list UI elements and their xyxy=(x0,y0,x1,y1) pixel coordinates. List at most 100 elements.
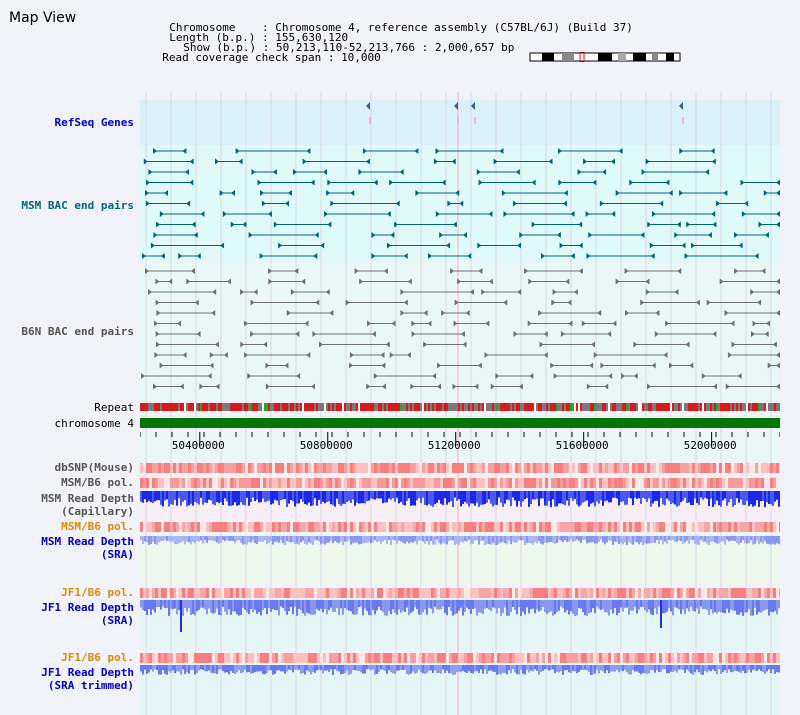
repeat-cell xyxy=(246,403,248,411)
msm-cap-depth-bar xyxy=(266,491,268,502)
pol-cell xyxy=(362,463,365,473)
track-label-jf1-b6-pol-1[interactable]: JF1/B6 pol. xyxy=(61,586,134,599)
track-label-jf1-b6-pol-2[interactable]: JF1/B6 pol. xyxy=(61,651,134,664)
msm-sra-depth-bar xyxy=(184,536,186,545)
pol-cell xyxy=(350,522,353,532)
jf1-trim-depth-bar xyxy=(168,665,170,672)
jf1-sra-depth-bar xyxy=(566,600,568,611)
msm-cap-depth-bar xyxy=(290,491,292,500)
b6n-bac-end xyxy=(190,268,195,274)
pol-cell xyxy=(689,463,692,473)
repeat-cell xyxy=(428,403,430,411)
track-label-msm-bac[interactable]: MSM BAC end pairs xyxy=(21,199,134,212)
track-label-b6n-bac[interactable]: B6N BAC end pairs xyxy=(21,325,134,338)
genome-track-plot[interactable] xyxy=(140,92,780,715)
jf1-sra-depth-spike xyxy=(180,600,182,632)
pol-cell xyxy=(554,463,557,473)
track-label-msm-read-depth-sra[interactable]: MSM Read Depth xyxy=(41,535,134,548)
jf1-trim-depth-bar xyxy=(188,665,190,674)
jf1-sra-depth-bar xyxy=(744,600,746,613)
pol-cell xyxy=(326,653,329,663)
track-label-dbsnp[interactable]: dbSNP(Mouse) xyxy=(54,461,134,474)
jf1-sra-depth-bar xyxy=(330,600,332,608)
pol-cell xyxy=(287,588,290,598)
pol-cell xyxy=(251,522,254,532)
msm-cap-depth-bar xyxy=(586,491,588,501)
pol-cell xyxy=(326,463,329,473)
repeat-cell xyxy=(520,403,522,411)
msm-bac-end xyxy=(196,253,201,259)
track-label-msm-b6-pol-2[interactable]: MSM/B6 pol. xyxy=(61,520,134,533)
msm-sra-depth-bar xyxy=(632,536,634,545)
pol-cell xyxy=(257,463,260,473)
pol-cell xyxy=(203,653,206,663)
track-label-jf1-read-depth-sra[interactable]: JF1 Read Depth xyxy=(41,601,134,614)
msm-cap-depth-bar xyxy=(156,491,158,501)
jf1-trim-depth-bar xyxy=(342,665,344,674)
repeat-cell xyxy=(736,403,738,411)
track-label-msm-b6-pol-1[interactable]: MSM/B6 pol. xyxy=(61,476,134,489)
track-label-jf1-read-depth-trim[interactable]: JF1 Read Depth xyxy=(41,666,134,679)
pol-cell xyxy=(644,653,647,663)
b6n-bac-end xyxy=(294,268,299,274)
pol-cell xyxy=(440,463,443,473)
jf1-sra-depth-bar xyxy=(592,600,594,609)
track-label-msm-read-depth-cap[interactable]: MSM Read Depth xyxy=(41,492,134,505)
pol-cell xyxy=(665,522,668,532)
pol-cell xyxy=(473,478,476,488)
msm-sra-depth-bar xyxy=(250,536,252,543)
msm-sra-depth-bar xyxy=(766,536,768,544)
msm-sra-depth-bar xyxy=(724,536,726,545)
msm-bac-end xyxy=(447,200,452,207)
repeat-cell xyxy=(474,403,476,411)
track-label-refseq[interactable]: RefSeq Genes xyxy=(54,116,134,129)
msm-bac-end xyxy=(427,253,432,259)
msm-bac-end xyxy=(513,200,518,207)
jf1-sra-depth-bar xyxy=(624,600,626,608)
pol-cell xyxy=(494,653,497,663)
repeat-cell xyxy=(640,403,642,411)
jf1-trim-depth-bar xyxy=(592,665,594,675)
track-label-jf1-read-depth-trim-sub: (SRA trimmed) xyxy=(47,679,134,692)
pol-cell xyxy=(377,588,380,598)
pol-cell xyxy=(539,478,542,488)
msm-cap-depth-bar xyxy=(376,491,378,499)
msm-bac-end xyxy=(499,148,504,154)
msm-cap-depth-bar xyxy=(544,491,546,506)
msm-cap-depth-bar xyxy=(310,491,312,506)
jf1-sra-depth-bar xyxy=(392,600,394,610)
pol-cell xyxy=(491,463,494,473)
pol-cell xyxy=(287,463,290,473)
jf1-trim-depth-bar xyxy=(458,665,460,672)
pol-cell xyxy=(629,653,632,663)
jf1-trim-depth-bar xyxy=(482,665,484,674)
pol-cell xyxy=(707,588,710,598)
repeat-cell xyxy=(214,403,216,411)
repeat-cell xyxy=(680,403,682,411)
pol-cell xyxy=(212,653,215,663)
pol-cell xyxy=(152,522,155,532)
pol-cell xyxy=(743,653,746,663)
msm-cap-depth-bar xyxy=(584,491,586,502)
jf1-sra-depth-bar xyxy=(428,600,430,608)
pol-cell xyxy=(653,463,656,473)
pol-cell xyxy=(446,522,449,532)
repeat-cell xyxy=(552,403,554,411)
repeat-cell xyxy=(580,403,582,411)
pol-cell xyxy=(683,588,686,598)
msm-cap-depth-bar xyxy=(166,491,168,500)
jf1-sra-depth-bar xyxy=(676,600,678,609)
pol-cell xyxy=(551,588,554,598)
pol-cell xyxy=(464,588,467,598)
repeat-cell xyxy=(726,403,728,411)
track-area[interactable] xyxy=(140,92,780,715)
msm-cap-depth-bar xyxy=(230,491,232,506)
pol-cell xyxy=(185,478,188,488)
jf1-sra-depth-bar xyxy=(280,600,282,607)
repeat-cell xyxy=(570,403,572,411)
jf1-sra-depth-bar xyxy=(142,600,144,611)
chromosome-ideogram[interactable] xyxy=(528,52,684,62)
pol-cell xyxy=(374,522,377,532)
b6n-bac-end xyxy=(391,320,396,327)
jf1-trim-depth-bar xyxy=(694,665,696,673)
